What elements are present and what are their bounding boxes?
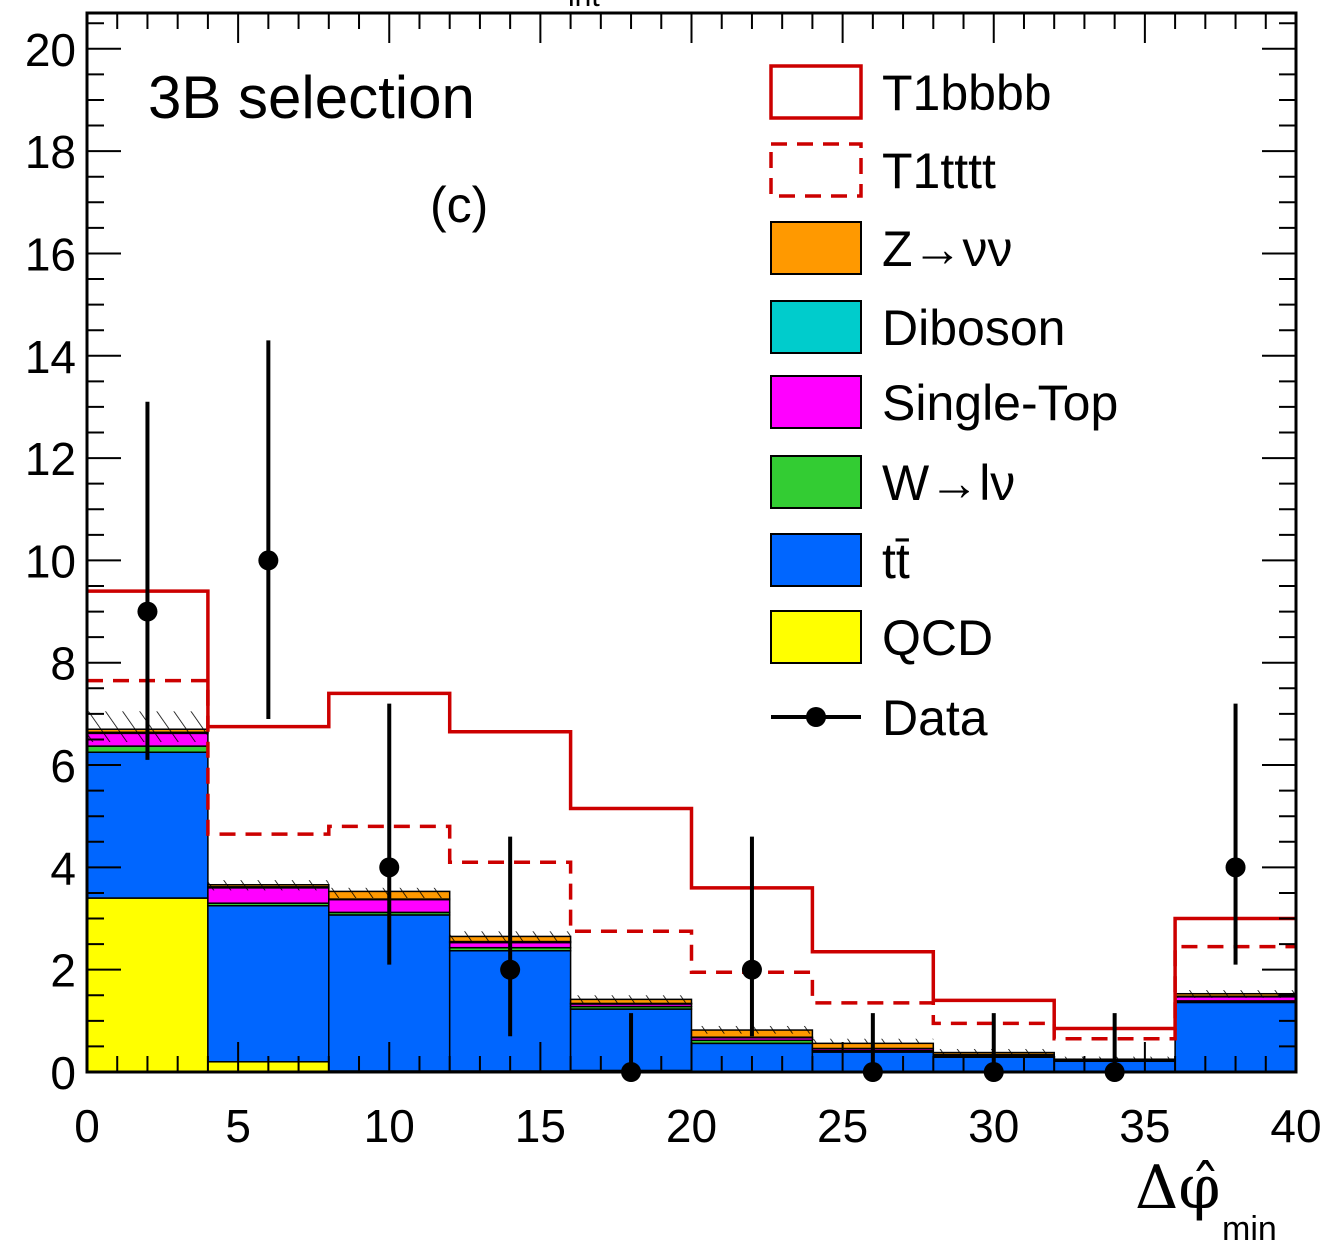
- x-tick-label-0: 0: [74, 1100, 100, 1152]
- x-axis-subscript: min: [1222, 1210, 1277, 1245]
- y-tick-label-8: 16: [25, 228, 76, 280]
- y-tick-label-9: 18: [25, 126, 76, 178]
- legend-label-0: T1bbbb: [882, 65, 1052, 121]
- y-tick-label-4: 8: [50, 638, 76, 690]
- panel-label: (c): [430, 177, 488, 233]
- legend-swatch-6: [770, 533, 862, 587]
- y-tick-label-6: 12: [25, 433, 76, 485]
- legend-label-3: Diboson: [882, 300, 1065, 356]
- legend-swatch-3: [770, 300, 862, 354]
- data-point-0: [137, 601, 158, 622]
- uncertainty-band-4: [570, 995, 692, 1003]
- y-tick-label-5: 10: [25, 535, 76, 587]
- data-point-1: [258, 550, 279, 571]
- data-point-2: [379, 857, 400, 878]
- signal-line-1: [87, 678, 1296, 1041]
- y-tick-label-0: 0: [50, 1047, 76, 1099]
- x-tick-label-7: 35: [1119, 1100, 1170, 1152]
- legend-label-6: tt̄: [882, 533, 910, 589]
- x-tick-label-8: 40: [1270, 1100, 1321, 1152]
- legend-label-1: T1tttt: [882, 143, 996, 199]
- stack-bar-0-0: [86, 897, 209, 1073]
- legend-swatch-1: [769, 142, 863, 198]
- selection-label: 3B selection: [148, 64, 475, 131]
- legend-label-8: Data: [882, 690, 988, 746]
- legend-label-7: QCD: [882, 610, 993, 666]
- legend-label-2: Z→νν: [882, 221, 1013, 277]
- x-tick-label-2: 10: [364, 1100, 415, 1152]
- legend-label-5: W→lν: [882, 455, 1015, 511]
- legend-swatch-2: [770, 221, 862, 275]
- legend-swatch-4: [770, 375, 862, 429]
- legend-swatch-8: [806, 707, 826, 727]
- x-axis-title: Δφ̂: [1135, 1153, 1220, 1223]
- data-point-3: [500, 959, 521, 980]
- y-tick-label-7: 14: [25, 331, 76, 383]
- legend-swatch-0: [769, 64, 863, 120]
- y-tick-label-3: 6: [50, 740, 76, 792]
- stack-bar-1-0: [86, 751, 209, 899]
- legend-label-4: Single-Top: [882, 375, 1118, 431]
- uncertainty-band-9: [1175, 990, 1296, 998]
- stack-bar-1-1: [207, 904, 330, 1063]
- data-point-9: [1225, 857, 1246, 878]
- y-tick-label-1: 2: [50, 945, 76, 997]
- x-tick-label-5: 25: [817, 1100, 868, 1152]
- data-point-5: [741, 959, 762, 980]
- top-label-fragment: int: [568, 0, 600, 13]
- x-tick-label-4: 20: [666, 1100, 717, 1152]
- y-tick-label-10: 20: [25, 24, 76, 76]
- legend-swatch-5: [770, 455, 862, 509]
- signal-line-0: [87, 589, 1296, 1031]
- x-tick-label-3: 15: [515, 1100, 566, 1152]
- legend-swatch-7: [770, 610, 862, 664]
- uncertainty-band-1: [207, 880, 329, 891]
- x-tick-label-1: 5: [225, 1100, 251, 1152]
- x-tick-label-6: 30: [968, 1100, 1019, 1152]
- y-tick-label-2: 4: [50, 842, 76, 894]
